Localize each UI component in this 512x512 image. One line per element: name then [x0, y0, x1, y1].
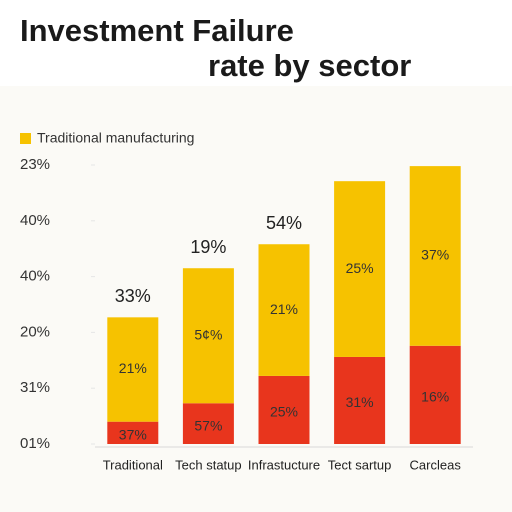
legend-label: Traditional manufacturing: [37, 130, 194, 146]
bar-segment: [334, 181, 386, 357]
segment-label: 31%: [346, 394, 374, 410]
bar-segment: [334, 356, 386, 444]
bar-segment: [182, 403, 234, 444]
x-tick-label: Traditional: [103, 457, 163, 472]
bar-segment: [409, 345, 461, 444]
total-label: 19%: [190, 237, 226, 257]
y-tick-label: 20%: [20, 323, 50, 340]
total-label: 54%: [266, 213, 302, 233]
segment-label: 25%: [346, 260, 374, 276]
bar-segment: [107, 421, 159, 444]
bar-segment: [107, 317, 159, 422]
x-tick-label: Tech statup: [175, 457, 242, 472]
segment-label: 16%: [421, 389, 449, 405]
y-tick-label: 01%: [20, 435, 50, 452]
x-tick-label: Tect sartup: [328, 457, 392, 472]
segment-label: 57%: [194, 417, 222, 433]
y-tick-label: 23%: [20, 156, 50, 173]
bar-segment: [258, 244, 310, 376]
segment-label: 37%: [119, 427, 147, 443]
y-tick-label: 40%: [20, 212, 50, 229]
x-tick-label: Carcleas: [410, 457, 462, 472]
y-tick-label: 40%: [20, 268, 50, 285]
segment-label: 21%: [119, 360, 147, 376]
segment-label: 37%: [421, 247, 449, 263]
segment-label: 21%: [270, 301, 298, 317]
total-label: 33%: [115, 286, 151, 306]
segment-label: 25%: [270, 404, 298, 420]
bar-segment: [182, 268, 234, 404]
chart-title: Investment Failure: [20, 13, 294, 48]
chart-title: rate by sector: [208, 48, 411, 83]
segment-label: 5¢%: [194, 326, 222, 342]
x-tick-label: Infrastucture: [248, 457, 320, 472]
legend-swatch: [20, 133, 31, 144]
y-tick-label: 31%: [20, 379, 50, 396]
bar-segment: [258, 375, 310, 444]
bar-segment: [409, 166, 461, 346]
